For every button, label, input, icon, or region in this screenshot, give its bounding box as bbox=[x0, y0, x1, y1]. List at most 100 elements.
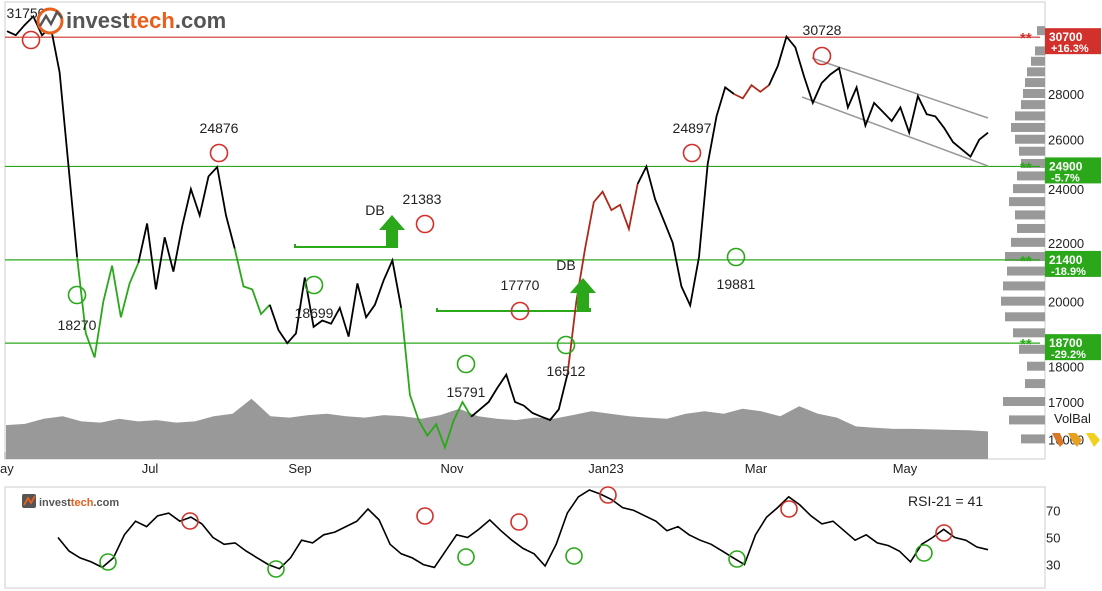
price-segment bbox=[768, 34, 989, 159]
logo-text: investtech.com bbox=[66, 8, 226, 33]
x-tick-label: Jul bbox=[142, 461, 159, 476]
rsi-logo-text: investtech.com bbox=[39, 497, 119, 509]
bottom-value-label: 18270 bbox=[58, 317, 97, 333]
x-tick-label: Sep bbox=[288, 461, 311, 476]
histogram-bar bbox=[1015, 111, 1045, 121]
rsi-y-axis: 30 50 70 bbox=[1046, 503, 1060, 572]
support-resistance-levels bbox=[5, 36, 1040, 344]
logo-text-invest: invest bbox=[66, 8, 130, 33]
rsi-series-line bbox=[57, 489, 989, 570]
top-marker-circle bbox=[21, 30, 41, 50]
x-tick-label: ay bbox=[0, 461, 14, 476]
volbal-label: VolBal bbox=[1054, 411, 1091, 426]
top-bottom-markers: 31750 24876 21383 17770 24897 30728 18270 18699… bbox=[7, 5, 842, 400]
level-star-icon: ** bbox=[1020, 336, 1032, 353]
level-tag-change: -18.9% bbox=[1051, 266, 1086, 278]
histogram-bar bbox=[1017, 171, 1045, 181]
histogram-bar bbox=[1005, 312, 1045, 322]
histogram-bar bbox=[1035, 46, 1045, 56]
price-segment bbox=[470, 372, 569, 422]
histogram-bar bbox=[1013, 328, 1045, 338]
price-panel: 31750 24876 21383 17770 24897 30728 18270 18699… bbox=[0, 1, 1101, 476]
buy-signals: DB DB bbox=[365, 202, 596, 311]
level-tag-box bbox=[1045, 250, 1101, 277]
histogram-bar bbox=[1003, 396, 1045, 406]
rsi-top-marker bbox=[780, 500, 798, 518]
price-segment-up bbox=[76, 256, 140, 358]
level-star-icon: ** bbox=[1020, 30, 1032, 47]
histogram-bar bbox=[1009, 197, 1045, 207]
rsi-panel-frame bbox=[4, 486, 1046, 589]
rsi-logo-text-tech: tech bbox=[71, 497, 94, 509]
histogram-bar bbox=[1019, 146, 1045, 156]
logo-text-com: .com bbox=[175, 8, 226, 33]
bottom-marker-circle bbox=[67, 285, 87, 305]
volbal-arrow-mid-icon bbox=[1068, 433, 1082, 447]
bottom-value-label: 16512 bbox=[547, 363, 586, 379]
channel-upper-line bbox=[811, 57, 989, 119]
price-segment bbox=[137, 165, 236, 290]
level-tag-box bbox=[1045, 334, 1101, 361]
trend-channel bbox=[801, 57, 989, 167]
rsi-top-marker bbox=[416, 507, 434, 525]
histogram-bar bbox=[1005, 252, 1045, 262]
histogram-bar bbox=[1021, 434, 1045, 444]
rsi-line bbox=[57, 489, 989, 570]
rsi-bottom-marker bbox=[728, 550, 746, 568]
y-tick-label: 17000 bbox=[1048, 395, 1084, 410]
price-segment-down bbox=[733, 83, 770, 100]
histogram-bar bbox=[1007, 266, 1045, 276]
volume-area-shape bbox=[6, 398, 988, 459]
rsi-bottom-marker bbox=[457, 548, 475, 566]
rsi-logo-text-invest: invest bbox=[39, 497, 71, 509]
level-tag-value: 18700 bbox=[1049, 336, 1083, 350]
y-tick-label: 22000 bbox=[1048, 236, 1084, 251]
x-tick-label: Mar bbox=[745, 461, 768, 476]
logo-chart-icon bbox=[38, 9, 63, 27]
brand-logo: investtech.com bbox=[36, 7, 226, 35]
y-tick-label: 26000 bbox=[1048, 133, 1084, 148]
logo-text-tech: tech bbox=[130, 8, 175, 33]
bottom-marker-circle bbox=[456, 354, 476, 374]
histogram-bar bbox=[1003, 281, 1045, 291]
volbal-indicator: VolBal bbox=[1052, 411, 1100, 447]
bottom-value-label: 15791 bbox=[447, 384, 486, 400]
rsi-bottom-marker bbox=[565, 547, 583, 565]
histogram-bar bbox=[1021, 158, 1045, 168]
y-tick-label: 20000 bbox=[1048, 295, 1084, 310]
price-segment bbox=[268, 257, 403, 345]
bottom-marker-circle bbox=[556, 335, 576, 355]
level-tag-box bbox=[1045, 157, 1101, 184]
price-segment-up bbox=[233, 248, 271, 316]
x-tick-label: Nov bbox=[440, 461, 464, 476]
top-value-label: 24876 bbox=[200, 120, 239, 136]
level-tag-change: -5.7% bbox=[1051, 172, 1080, 184]
volume-area bbox=[6, 398, 988, 459]
db-formation-2 bbox=[436, 308, 591, 312]
histogram-bar bbox=[1009, 415, 1045, 425]
top-marker-circle bbox=[415, 214, 435, 234]
rsi-top-marker bbox=[599, 486, 617, 504]
level-tag-value: 30700 bbox=[1049, 30, 1083, 44]
buy-signal-arrow-icon bbox=[570, 278, 596, 311]
rsi-logo-chart-icon bbox=[23, 495, 36, 506]
histogram-bar bbox=[1015, 210, 1045, 220]
rsi-brand-logo: investtech.com bbox=[22, 494, 119, 509]
buy-signal-label: DB bbox=[556, 257, 575, 273]
histogram-bar bbox=[1017, 223, 1045, 233]
histogram-bar bbox=[1027, 361, 1045, 371]
top-value-label: 31750 bbox=[7, 5, 46, 21]
buy-signal-arrow-icon bbox=[379, 215, 405, 248]
x-tick-label: May bbox=[893, 461, 918, 476]
bottom-marker-circle bbox=[726, 247, 746, 267]
rsi-bottom-marker bbox=[267, 560, 285, 578]
histogram-bar bbox=[1025, 379, 1045, 389]
histogram-bar bbox=[1013, 184, 1045, 194]
price-volume-histogram bbox=[1001, 26, 1045, 444]
histogram-bar bbox=[1015, 134, 1045, 144]
y-tick-label: 28000 bbox=[1048, 87, 1084, 102]
price-segment-up bbox=[400, 307, 472, 451]
top-marker-circle bbox=[510, 301, 530, 321]
top-value-label: 17770 bbox=[501, 277, 540, 293]
